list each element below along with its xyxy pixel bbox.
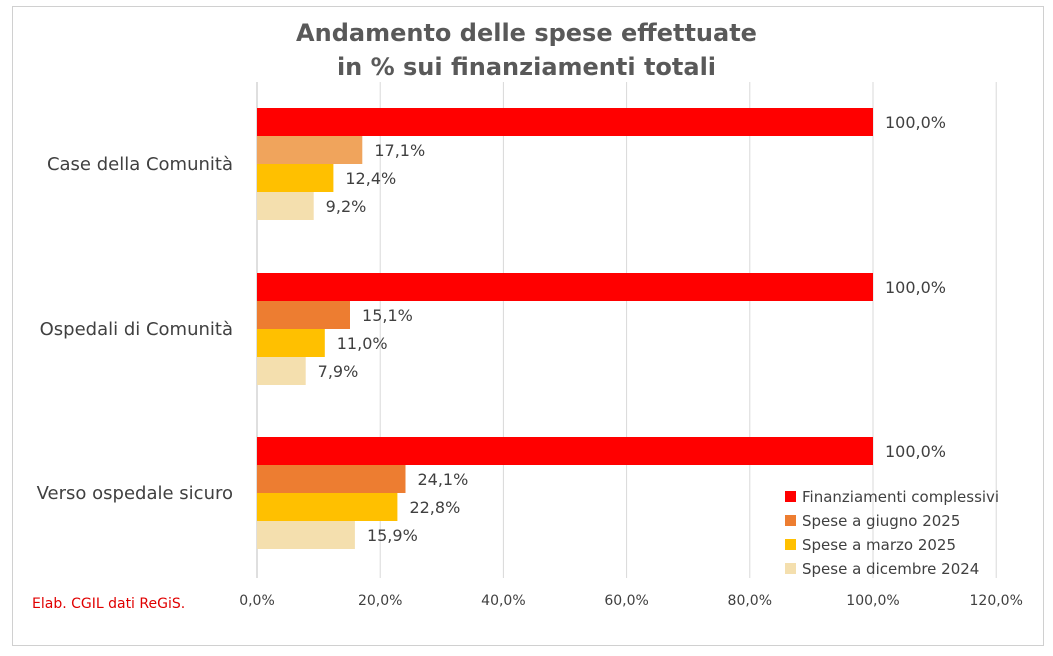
x-tick-label-0: 0,0%	[239, 593, 275, 609]
data-label-1-2: 11,0%	[337, 334, 388, 353]
data-label-2-1: 24,1%	[417, 470, 468, 489]
bar-0-2	[257, 164, 334, 192]
bar-0-0	[257, 108, 873, 136]
x-tick-label-4: 80,0%	[728, 593, 772, 609]
bar-0-1	[257, 136, 363, 164]
bar-1-3	[257, 357, 306, 385]
legend-label-2: Spese a marzo 2025	[802, 536, 956, 554]
category-label-1: Ospedali di Comunità	[40, 319, 233, 340]
legend-label-1: Spese a giugno 2025	[802, 512, 960, 530]
data-label-2-2: 22,8%	[409, 498, 460, 517]
bar-2-3	[257, 521, 355, 549]
data-label-0-1: 17,1%	[374, 141, 425, 160]
legend-swatch-1	[785, 515, 796, 526]
x-tick-label-5: 100,0%	[846, 593, 899, 609]
x-tick-label-1: 20,0%	[358, 593, 402, 609]
category-label-0: Case della Comunità	[47, 154, 233, 175]
bar-0-3	[257, 192, 314, 220]
bar-1-1	[257, 301, 350, 329]
bar-2-1	[257, 465, 406, 493]
data-label-2-0: 100,0%	[885, 442, 946, 461]
data-label-0-0: 100,0%	[885, 113, 946, 132]
data-label-1-1: 15,1%	[362, 306, 413, 325]
data-label-1-0: 100,0%	[885, 278, 946, 297]
chart-title-line-2: in % sui finanziamenti totali	[336, 53, 717, 81]
legend-swatch-3	[785, 563, 796, 574]
data-label-1-3: 7,9%	[318, 362, 359, 381]
x-tick-label-3: 60,0%	[604, 593, 648, 609]
legend-swatch-0	[785, 491, 796, 502]
bar-2-2	[257, 493, 398, 521]
chart-title-line-1: Andamento delle spese effettuate	[296, 19, 757, 47]
legend-label-0: Finanziamenti complessivi	[802, 488, 999, 506]
source-note: Elab. CGIL dati ReGiS.	[32, 596, 186, 612]
x-tick-label-2: 40,0%	[481, 593, 525, 609]
data-label-0-3: 9,2%	[326, 197, 367, 216]
legend-label-3: Spese a dicembre 2024	[802, 560, 979, 578]
category-label-2: Verso ospedale sicuro	[37, 483, 233, 504]
chart-title: Andamento delle spese effettuate in % su…	[0, 16, 1053, 84]
data-label-0-2: 12,4%	[345, 169, 396, 188]
x-tick-label-6: 120,0%	[970, 593, 1023, 609]
bar-1-0	[257, 273, 873, 301]
data-label-2-3: 15,9%	[367, 526, 418, 545]
legend-swatch-2	[785, 539, 796, 550]
bar-1-2	[257, 329, 325, 357]
bar-2-0	[257, 437, 873, 465]
